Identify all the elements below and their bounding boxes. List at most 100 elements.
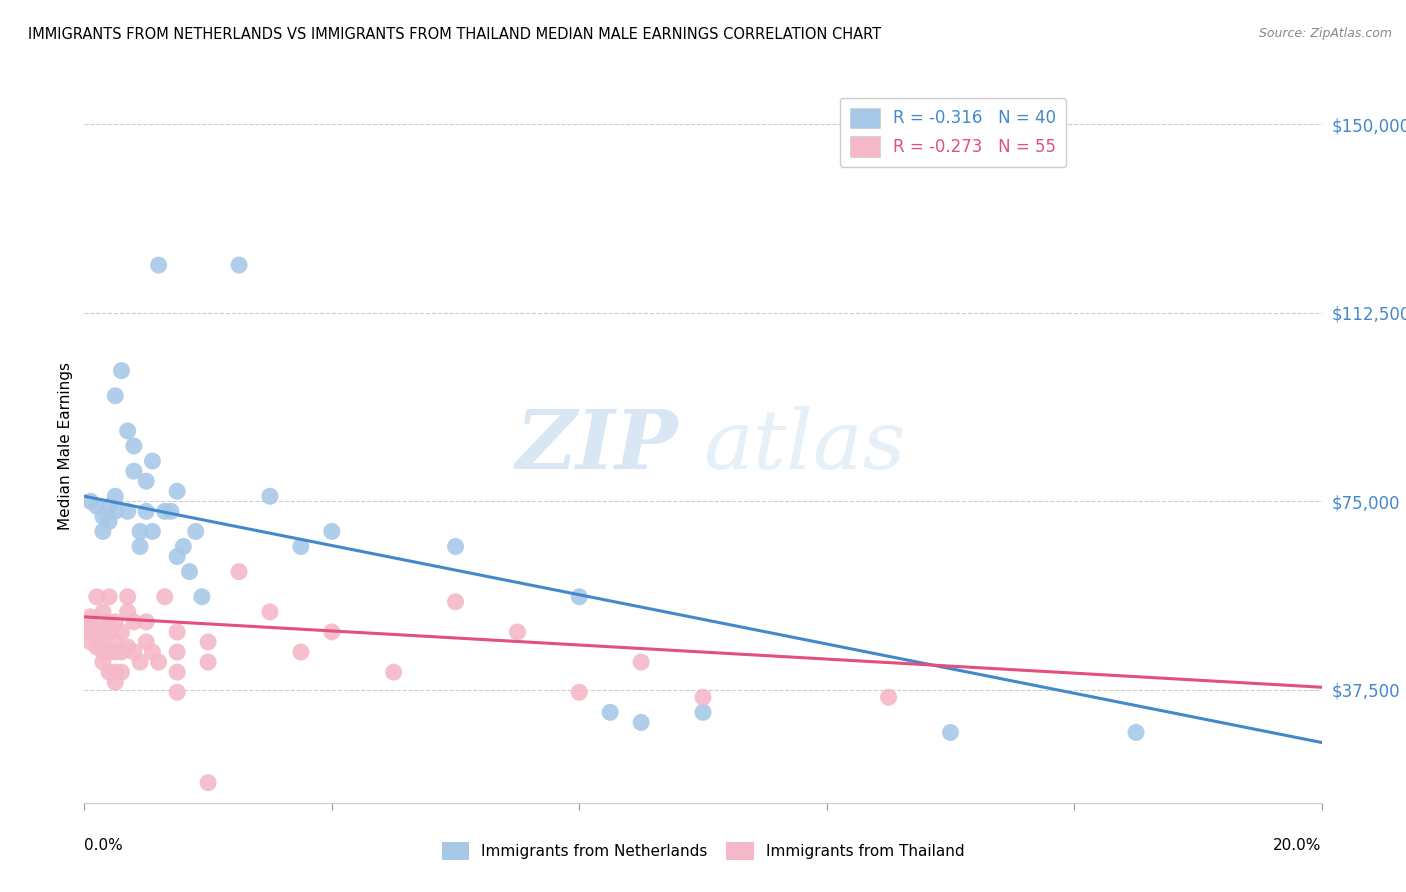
Point bbox=[86, 615, 108, 629]
Point bbox=[98, 665, 121, 680]
Point bbox=[98, 615, 121, 629]
Point bbox=[148, 655, 170, 669]
Point bbox=[141, 645, 163, 659]
Point bbox=[122, 439, 145, 453]
Point bbox=[166, 484, 188, 499]
Text: atlas: atlas bbox=[703, 406, 905, 486]
Point bbox=[104, 635, 127, 649]
Point bbox=[172, 540, 194, 554]
Point bbox=[104, 665, 127, 680]
Point bbox=[79, 494, 101, 508]
Point bbox=[117, 640, 139, 654]
Point bbox=[166, 665, 188, 680]
Text: 20.0%: 20.0% bbox=[1274, 838, 1322, 854]
Point bbox=[444, 595, 467, 609]
Point bbox=[98, 624, 121, 639]
Point bbox=[197, 775, 219, 789]
Point bbox=[91, 509, 114, 524]
Point bbox=[568, 685, 591, 699]
Point bbox=[86, 590, 108, 604]
Y-axis label: Median Male Earnings: Median Male Earnings bbox=[58, 362, 73, 530]
Point bbox=[117, 605, 139, 619]
Point bbox=[197, 635, 219, 649]
Point bbox=[86, 624, 108, 639]
Point bbox=[321, 624, 343, 639]
Point bbox=[382, 665, 405, 680]
Point bbox=[110, 624, 132, 639]
Point bbox=[98, 515, 121, 529]
Point bbox=[444, 540, 467, 554]
Point bbox=[135, 635, 157, 649]
Point bbox=[290, 540, 312, 554]
Point bbox=[91, 605, 114, 619]
Point bbox=[104, 615, 127, 629]
Point bbox=[197, 655, 219, 669]
Point bbox=[91, 624, 114, 639]
Point bbox=[122, 645, 145, 659]
Point bbox=[179, 565, 201, 579]
Point bbox=[321, 524, 343, 539]
Point bbox=[135, 615, 157, 629]
Point bbox=[939, 725, 962, 739]
Point bbox=[129, 655, 152, 669]
Point bbox=[86, 500, 108, 514]
Point bbox=[630, 715, 652, 730]
Point bbox=[228, 565, 250, 579]
Text: IMMIGRANTS FROM NETHERLANDS VS IMMIGRANTS FROM THAILAND MEDIAN MALE EARNINGS COR: IMMIGRANTS FROM NETHERLANDS VS IMMIGRANT… bbox=[28, 27, 882, 42]
Point bbox=[692, 706, 714, 720]
Point bbox=[1125, 725, 1147, 739]
Point bbox=[91, 635, 114, 649]
Point bbox=[79, 620, 101, 634]
Point bbox=[153, 504, 176, 518]
Point bbox=[160, 504, 183, 518]
Point bbox=[506, 624, 529, 639]
Point bbox=[141, 524, 163, 539]
Point bbox=[692, 690, 714, 705]
Point bbox=[166, 645, 188, 659]
Point bbox=[110, 665, 132, 680]
Point bbox=[117, 504, 139, 518]
Point bbox=[110, 363, 132, 377]
Point bbox=[91, 645, 114, 659]
Point bbox=[79, 610, 101, 624]
Point bbox=[86, 640, 108, 654]
Point bbox=[117, 424, 139, 438]
Point bbox=[877, 690, 900, 705]
Point bbox=[117, 590, 139, 604]
Point bbox=[98, 590, 121, 604]
Point bbox=[259, 605, 281, 619]
Point bbox=[104, 504, 127, 518]
Point bbox=[98, 645, 121, 659]
Point bbox=[148, 258, 170, 272]
Point bbox=[79, 635, 101, 649]
Point bbox=[153, 590, 176, 604]
Point bbox=[135, 474, 157, 488]
Point bbox=[129, 540, 152, 554]
Point bbox=[98, 500, 121, 514]
Point bbox=[104, 675, 127, 690]
Text: ZIP: ZIP bbox=[516, 406, 678, 486]
Point bbox=[166, 685, 188, 699]
Point bbox=[191, 590, 214, 604]
Point bbox=[129, 524, 152, 539]
Point bbox=[166, 624, 188, 639]
Point bbox=[135, 504, 157, 518]
Point bbox=[110, 645, 132, 659]
Point bbox=[79, 624, 101, 639]
Point bbox=[166, 549, 188, 564]
Point bbox=[184, 524, 207, 539]
Legend: Immigrants from Netherlands, Immigrants from Thailand: Immigrants from Netherlands, Immigrants … bbox=[436, 836, 970, 866]
Point bbox=[104, 489, 127, 503]
Point bbox=[91, 524, 114, 539]
Point bbox=[104, 645, 127, 659]
Point bbox=[568, 590, 591, 604]
Point bbox=[104, 389, 127, 403]
Text: 0.0%: 0.0% bbox=[84, 838, 124, 854]
Point bbox=[228, 258, 250, 272]
Point bbox=[290, 645, 312, 659]
Point bbox=[630, 655, 652, 669]
Point bbox=[122, 615, 145, 629]
Text: Source: ZipAtlas.com: Source: ZipAtlas.com bbox=[1258, 27, 1392, 40]
Point bbox=[259, 489, 281, 503]
Point bbox=[122, 464, 145, 478]
